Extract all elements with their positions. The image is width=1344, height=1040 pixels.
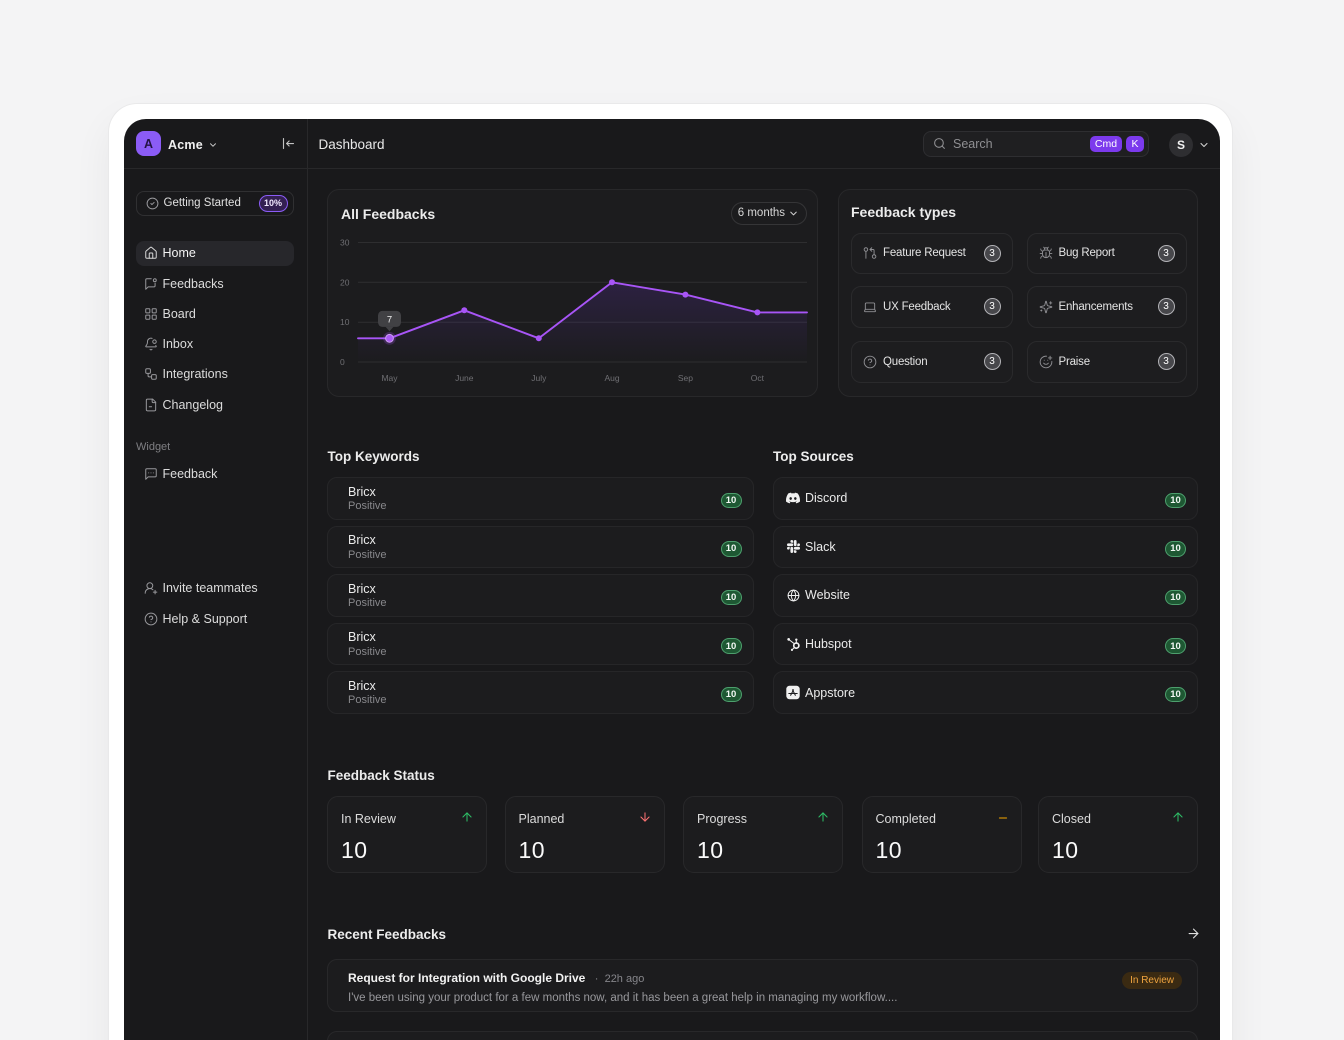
svg-text:0: 0 <box>340 357 345 367</box>
svg-text:Oct: Oct <box>751 373 765 383</box>
svg-text:July: July <box>531 373 547 383</box>
svg-text:30: 30 <box>340 238 350 248</box>
svg-text:Sep: Sep <box>678 373 693 383</box>
svg-text:May: May <box>381 373 398 383</box>
svg-text:7: 7 <box>387 315 392 326</box>
svg-text:June: June <box>455 373 474 383</box>
svg-text:10: 10 <box>340 317 350 327</box>
svg-text:Aug: Aug <box>604 373 619 383</box>
svg-text:20: 20 <box>340 277 350 287</box>
